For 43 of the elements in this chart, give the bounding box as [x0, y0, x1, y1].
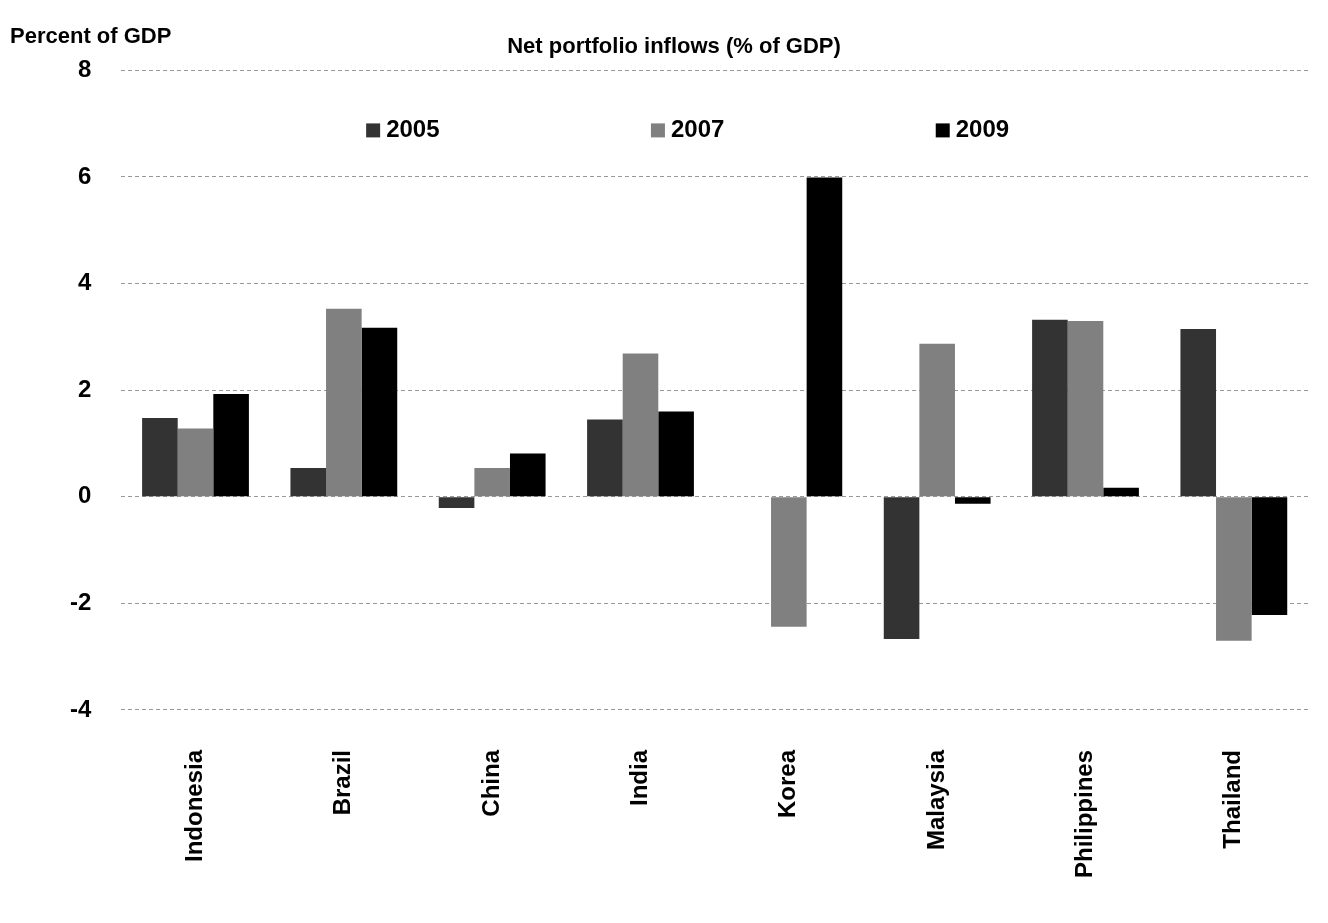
y-tick-label: 0 — [77, 481, 92, 509]
y-tick-label: 4 — [77, 268, 92, 296]
bar — [622, 353, 659, 497]
bar — [919, 343, 955, 497]
y-tick-label: 6 — [77, 161, 92, 189]
y-axis-title: Percent of GDP — [10, 23, 172, 49]
legend-label: 2007 — [670, 115, 725, 143]
bar — [290, 468, 327, 497]
bar — [177, 428, 214, 497]
bar — [1180, 328, 1217, 497]
bar — [806, 177, 843, 497]
bar — [474, 468, 510, 497]
x-tick-label: Malaysia — [921, 749, 949, 851]
bar — [883, 497, 920, 640]
x-tick-label: Brazil — [328, 749, 356, 816]
bar — [954, 497, 991, 504]
bar — [326, 308, 362, 497]
y-tick-label: -2 — [70, 588, 92, 616]
legend-label: 2009 — [955, 115, 1010, 143]
bar — [1103, 487, 1139, 497]
bar — [1032, 319, 1068, 497]
y-tick-label: 8 — [77, 55, 92, 83]
chart-title: Net portfolio inflows (% of GDP) — [507, 33, 841, 59]
bar — [438, 497, 475, 508]
x-tick-label: India — [625, 749, 653, 806]
legend-label: 2005 — [386, 115, 440, 143]
bar — [509, 453, 546, 497]
x-tick-label: Korea — [773, 749, 801, 819]
y-tick-label: -4 — [70, 694, 92, 722]
bar — [1067, 320, 1104, 497]
x-tick-label: China — [476, 749, 504, 817]
x-tick-label: Philippines — [1070, 749, 1098, 878]
bar — [658, 411, 694, 497]
bar — [771, 497, 807, 627]
x-tick-label: Indonesia — [180, 749, 208, 863]
bar — [142, 417, 178, 497]
y-tick-label: 2 — [77, 374, 92, 402]
bar — [587, 419, 623, 497]
bar — [361, 327, 398, 497]
bar — [1216, 497, 1252, 641]
bar — [213, 393, 249, 497]
x-tick-label: Thailand — [1218, 749, 1246, 849]
bar — [1251, 497, 1288, 616]
